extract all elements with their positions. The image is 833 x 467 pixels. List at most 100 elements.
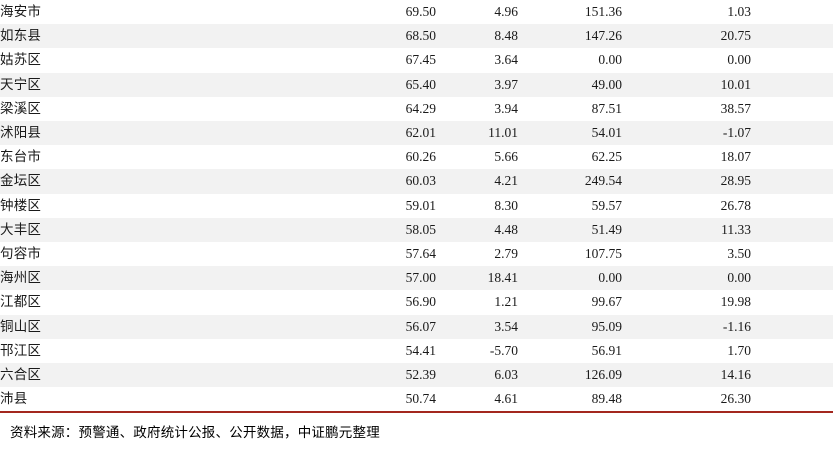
region-name-cell: 沛县 — [0, 391, 28, 408]
metric-cell: 50.74 — [405, 391, 436, 407]
region-name-cell: 大丰区 — [0, 221, 42, 238]
metric-cell: 49.79 — [751, 0, 833, 24]
region-name-cell: 铜山区 — [0, 318, 42, 335]
metric-cell: 56.91 — [591, 342, 622, 358]
metric-cell: 0.00 — [727, 270, 751, 286]
metric-cell: 4.21 — [494, 173, 518, 189]
metric-cell: 56.07 — [405, 318, 436, 334]
metric-cell: 47.15 — [751, 145, 833, 169]
metric-cell: 18.07 — [720, 149, 751, 165]
metric-cell: 57.64 — [405, 246, 436, 262]
metric-cell: 0.00 — [598, 270, 622, 286]
region-name-cell: 邗江区 — [0, 342, 42, 359]
region-name-cell: 东台市 — [0, 149, 42, 166]
metric-cell: 57.00 — [405, 270, 436, 286]
metric-cell: 59.58 — [751, 363, 833, 387]
metric-cell: 86.43 — [751, 48, 833, 72]
metric-cell: 3.54 — [494, 318, 518, 334]
metric-cell: 10.01 — [720, 76, 751, 92]
metric-cell: 26.78 — [720, 197, 751, 213]
metric-cell: 54.01 — [591, 125, 622, 141]
metric-cell: 66.54 — [751, 169, 833, 193]
metric-cell: 65.40 — [405, 76, 436, 92]
metric-cell: 20.75 — [720, 28, 751, 44]
metric-cell: 0.00 — [598, 52, 622, 68]
metric-cell: 6.03 — [494, 367, 518, 383]
metric-cell: 46.59 — [751, 315, 833, 339]
metric-cell: 3.50 — [727, 246, 751, 262]
metric-cell: 11.01 — [488, 125, 518, 141]
metric-cell: 1.03 — [727, 4, 751, 19]
metric-cell: 61.49 — [751, 339, 833, 363]
metric-cell: 95.09 — [591, 318, 622, 334]
metric-cell: 26.30 — [720, 391, 751, 407]
metric-cell: 14.16 — [720, 367, 751, 383]
metric-cell: 19.98 — [720, 294, 751, 310]
metric-cell: 5.66 — [494, 149, 518, 165]
metric-cell: 151.36 — [584, 4, 622, 19]
metric-cell: -1.07 — [722, 125, 751, 141]
metric-cell: 62.01 — [405, 125, 436, 141]
metric-cell: 116.12 — [751, 194, 833, 218]
metric-cell: 4.96 — [494, 4, 518, 19]
metric-cell: 0.00 — [727, 52, 751, 68]
metric-cell: 44.93 — [751, 121, 833, 145]
metric-cell: 67.18 — [751, 242, 833, 266]
metric-cell: -1.16 — [722, 318, 751, 334]
metric-cell: 54.41 — [405, 342, 436, 358]
table-body: 海安市69.504.96151.361.0349.79-0.31如东县68.50… — [0, 0, 833, 411]
metric-cell: 99.67 — [591, 294, 622, 310]
region-name-cell: 金坛区 — [0, 173, 42, 190]
metric-cell: 126.09 — [584, 367, 622, 383]
metric-cell: 3.97 — [494, 76, 518, 92]
metric-cell: 8.30 — [494, 197, 518, 213]
metric-cell: 64.29 — [405, 100, 436, 116]
footer-divider-rule — [0, 411, 833, 413]
metric-cell: 113.21 — [751, 266, 833, 290]
region-name-cell: 江都区 — [0, 294, 42, 311]
metric-cell: 4.48 — [494, 221, 518, 237]
metric-cell: 107.75 — [584, 246, 622, 262]
metric-cell: 147.26 — [584, 28, 622, 44]
metric-cell: 59.01 — [405, 197, 436, 213]
metric-cell: 67.45 — [405, 52, 436, 68]
metric-cell: 46.80 — [751, 24, 833, 48]
metric-cell: 69.50 — [405, 4, 436, 19]
region-name-cell: 如东县 — [0, 28, 42, 45]
metric-cell: 139.30 — [751, 73, 833, 97]
metric-cell: 39.69 — [751, 387, 833, 411]
metric-cell: 89.48 — [591, 391, 622, 407]
metric-cell: 62.25 — [591, 149, 622, 165]
metric-cell: 87.51 — [591, 100, 622, 116]
region-name-cell: 海州区 — [0, 270, 42, 287]
region-name-cell: 梁溪区 — [0, 100, 42, 117]
region-name-cell: 钟楼区 — [0, 197, 42, 214]
metric-cell: -5.70 — [489, 342, 518, 358]
metric-cell: 1.70 — [727, 342, 751, 358]
metric-cell: 51.25 — [751, 290, 833, 314]
metric-cell: 59.57 — [591, 197, 622, 213]
metric-cell: 52.39 — [405, 367, 436, 383]
metric-cell: 49.00 — [591, 76, 622, 92]
region-name-cell: 六合区 — [0, 367, 42, 384]
metric-cell: 73.16 — [751, 97, 833, 121]
metric-cell: 50.45 — [751, 218, 833, 242]
metric-cell: 68.50 — [405, 28, 436, 44]
region-name-cell: 句容市 — [0, 246, 42, 263]
metric-cell: 58.05 — [405, 221, 436, 237]
metric-cell: 56.90 — [405, 294, 436, 310]
source-note: 资料来源：预警通、政府统计公报、公开数据，中证鹏元整理 — [10, 424, 380, 441]
metric-cell: 3.64 — [494, 52, 518, 68]
